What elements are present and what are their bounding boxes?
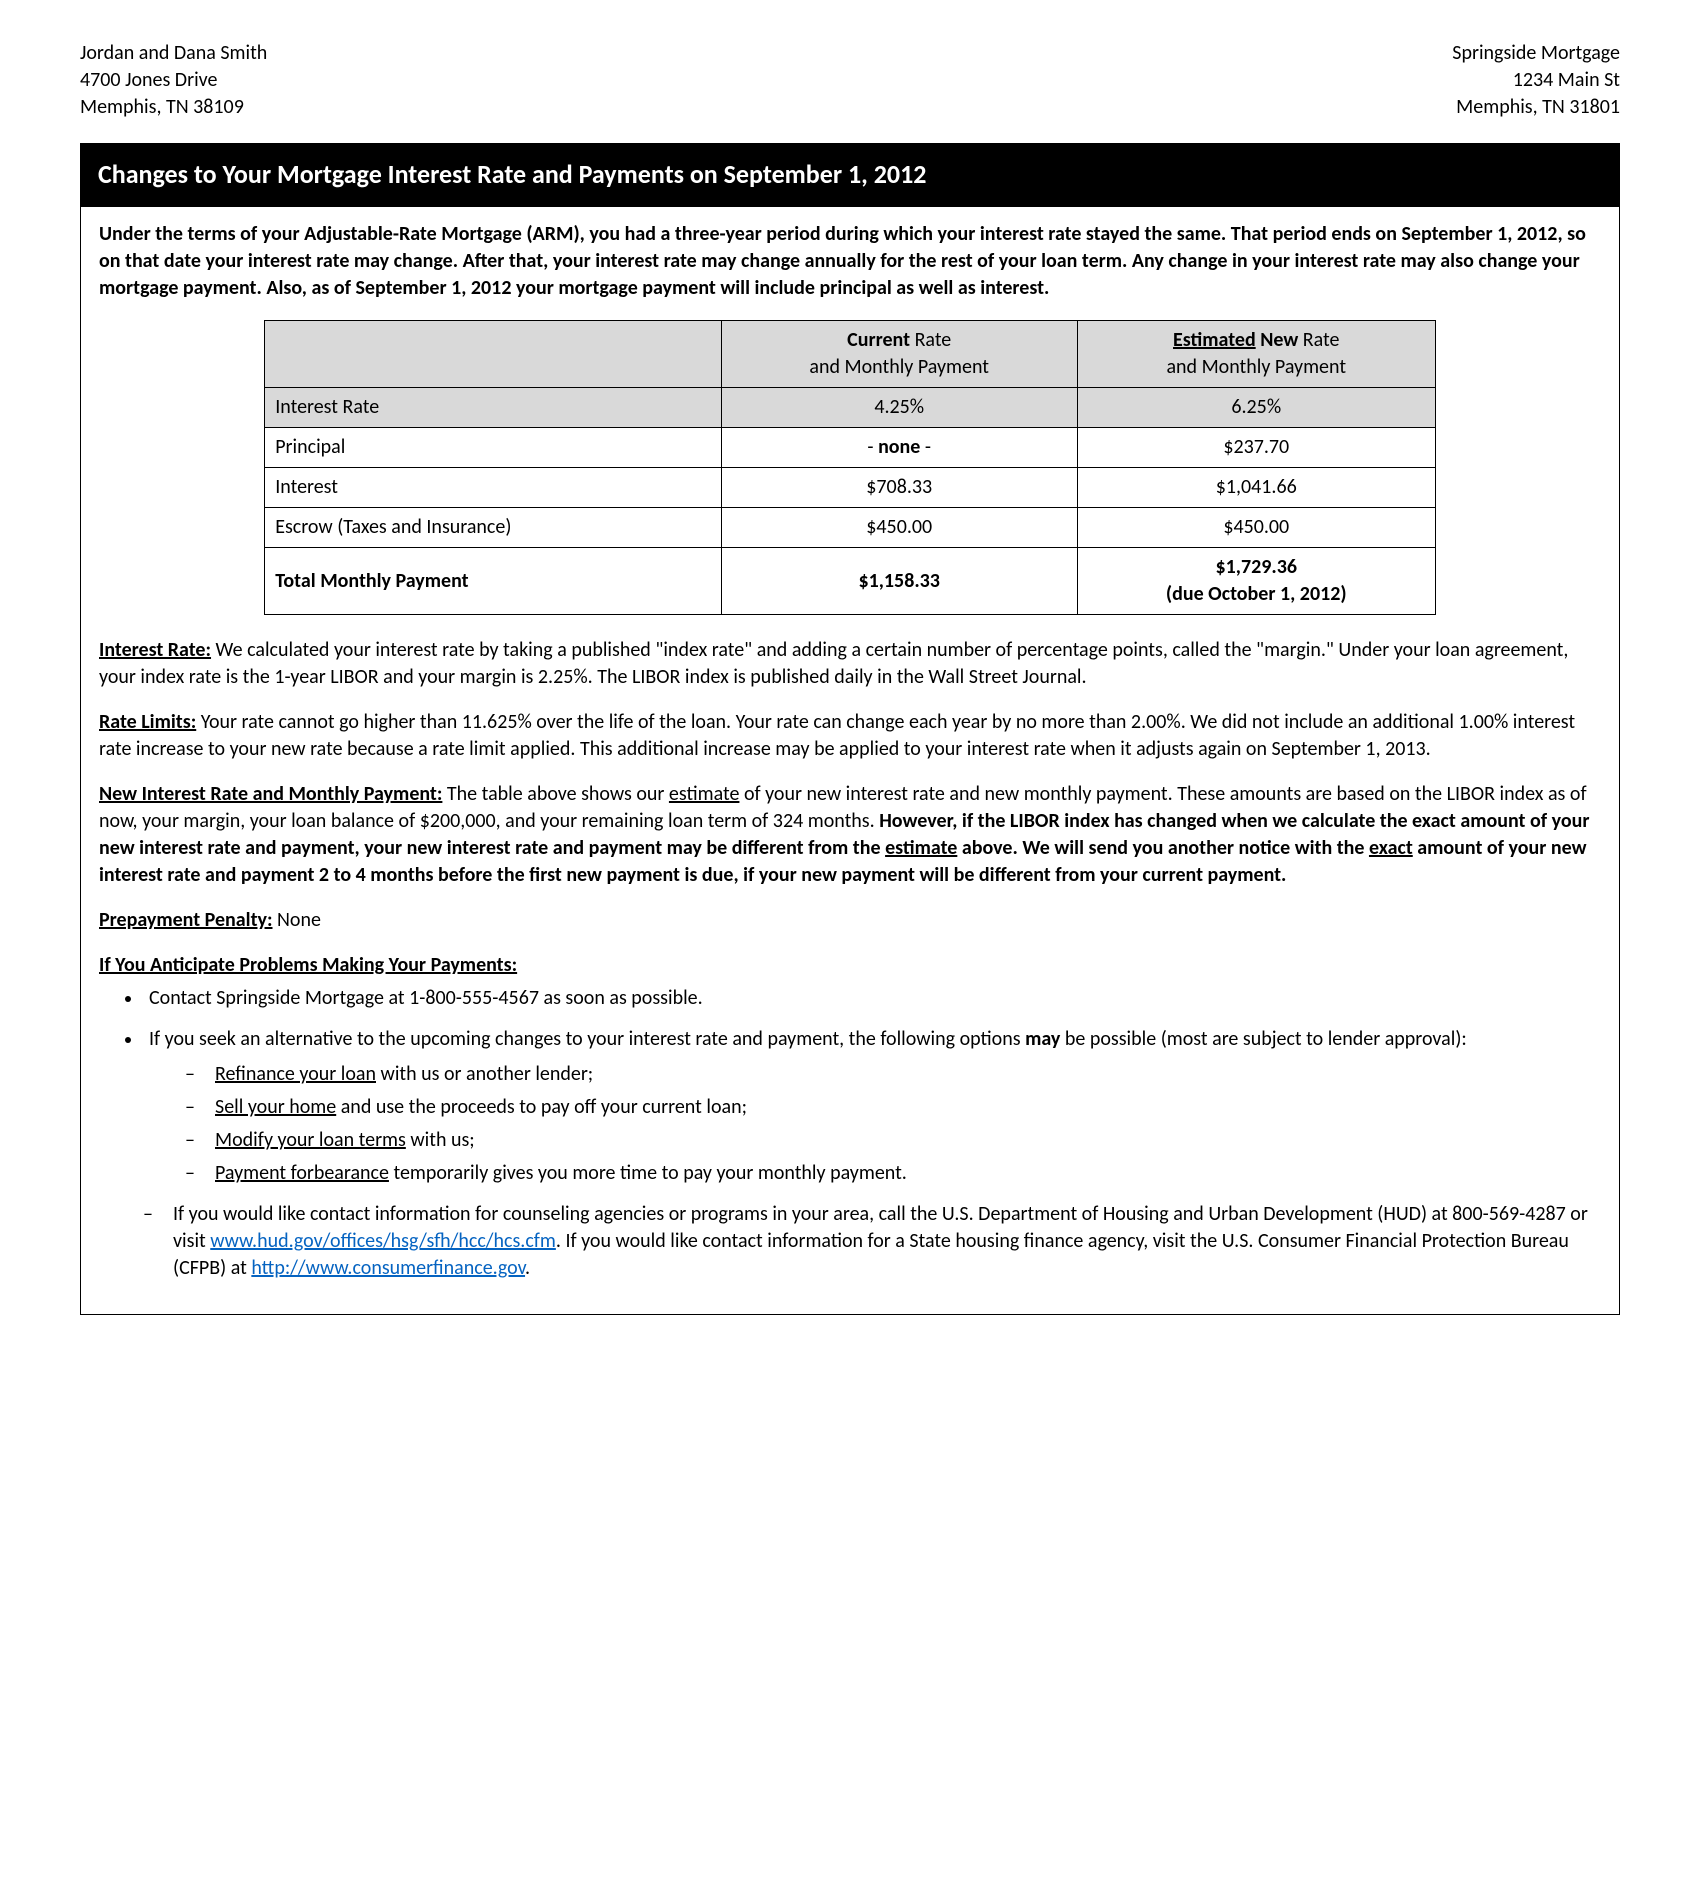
row-new: $1,729.36 (due October 1, 2012) — [1077, 548, 1435, 615]
rate-comparison-table: Current Rate and Monthly Payment Estimat… — [264, 320, 1436, 615]
problems-list-trailing: If you would like contact information fo… — [99, 1201, 1601, 1282]
table-header-row: Current Rate and Monthly Payment Estimat… — [265, 321, 1436, 388]
problems-list: Contact Springside Mortgage at 1-800-555… — [99, 985, 1601, 1187]
row-new: $1,041.66 — [1077, 468, 1435, 508]
page-title: Changes to Your Mortgage Interest Rate a… — [80, 143, 1620, 206]
list-item: Modify your loan terms with us; — [185, 1127, 1601, 1154]
row-current: 4.25% — [721, 388, 1077, 428]
prepayment-section: Prepayment Penalty: None — [99, 907, 1601, 934]
sender-city: Memphis, TN 31801 — [1452, 94, 1620, 121]
section-heading: Interest Rate: — [99, 638, 211, 662]
row-label-total: Total Monthly Payment — [265, 548, 721, 615]
table-row-total: Total Monthly Payment $1,158.33 $1,729.3… — [265, 548, 1436, 615]
table-row: Interest $708.33 $1,041.66 — [265, 468, 1436, 508]
row-current: $1,158.33 — [721, 548, 1077, 615]
section-heading: New Interest Rate and Monthly Payment: — [99, 782, 442, 806]
sender-address: Springside Mortgage 1234 Main St Memphis… — [1452, 40, 1620, 121]
row-new: $450.00 — [1077, 508, 1435, 548]
hud-link[interactable]: www.hud.gov/offices/hsg/sfh/hcc/hcs.cfm — [210, 1229, 556, 1253]
recipient-address: Jordan and Dana Smith 4700 Jones Drive M… — [80, 40, 267, 121]
row-label-principal: Principal — [265, 428, 721, 468]
row-new: 6.25% — [1077, 388, 1435, 428]
sender-street: 1234 Main St — [1452, 67, 1620, 94]
list-item: If you seek an alternative to the upcomi… — [143, 1026, 1601, 1187]
table-row: Principal - none - $237.70 — [265, 428, 1436, 468]
row-current: - none - — [721, 428, 1077, 468]
row-label-escrow: Escrow (Taxes and Insurance) — [265, 508, 721, 548]
intro-paragraph: Under the terms of your Adjustable-Rate … — [99, 221, 1601, 302]
section-body: Your rate cannot go higher than 11.625% … — [99, 710, 1575, 761]
sender-name: Springside Mortgage — [1452, 40, 1620, 67]
row-label-interest-rate: Interest Rate — [265, 388, 721, 428]
rate-limits-section: Rate Limits: Your rate cannot go higher … — [99, 709, 1601, 763]
recipient-street: 4700 Jones Drive — [80, 67, 267, 94]
table-header-current: Current Rate and Monthly Payment — [721, 321, 1077, 388]
main-content: Under the terms of your Adjustable-Rate … — [80, 206, 1620, 1315]
list-item: Sell your home and use the proceeds to p… — [185, 1094, 1601, 1121]
list-item: Refinance your loan with us or another l… — [185, 1061, 1601, 1088]
new-rate-section: New Interest Rate and Monthly Payment: T… — [99, 781, 1601, 889]
list-item: Contact Springside Mortgage at 1-800-555… — [143, 985, 1601, 1012]
list-item: If you would like contact information fo… — [143, 1201, 1601, 1282]
row-current: $450.00 — [721, 508, 1077, 548]
options-sublist: Refinance your loan with us or another l… — [149, 1061, 1601, 1187]
table-header-blank — [265, 321, 721, 388]
row-new: $237.70 — [1077, 428, 1435, 468]
section-body: None — [273, 908, 321, 932]
recipient-city: Memphis, TN 38109 — [80, 94, 267, 121]
row-current: $708.33 — [721, 468, 1077, 508]
table-row: Interest Rate 4.25% 6.25% — [265, 388, 1436, 428]
list-item: Payment forbearance temporarily gives yo… — [185, 1160, 1601, 1187]
table-header-new: Estimated New Rate and Monthly Payment — [1077, 321, 1435, 388]
section-heading: Prepayment Penalty: — [99, 908, 273, 932]
table-row: Escrow (Taxes and Insurance) $450.00 $45… — [265, 508, 1436, 548]
cfpb-link[interactable]: http://www.consumerfinance.gov — [251, 1256, 525, 1280]
section-body: We calculated your interest rate by taki… — [99, 638, 1568, 689]
letterhead: Jordan and Dana Smith 4700 Jones Drive M… — [80, 40, 1620, 121]
problems-heading: If You Anticipate Problems Making Your P… — [99, 952, 1601, 979]
recipient-name: Jordan and Dana Smith — [80, 40, 267, 67]
section-heading: Rate Limits: — [99, 710, 196, 734]
row-label-interest: Interest — [265, 468, 721, 508]
interest-rate-section: Interest Rate: We calculated your intere… — [99, 637, 1601, 691]
